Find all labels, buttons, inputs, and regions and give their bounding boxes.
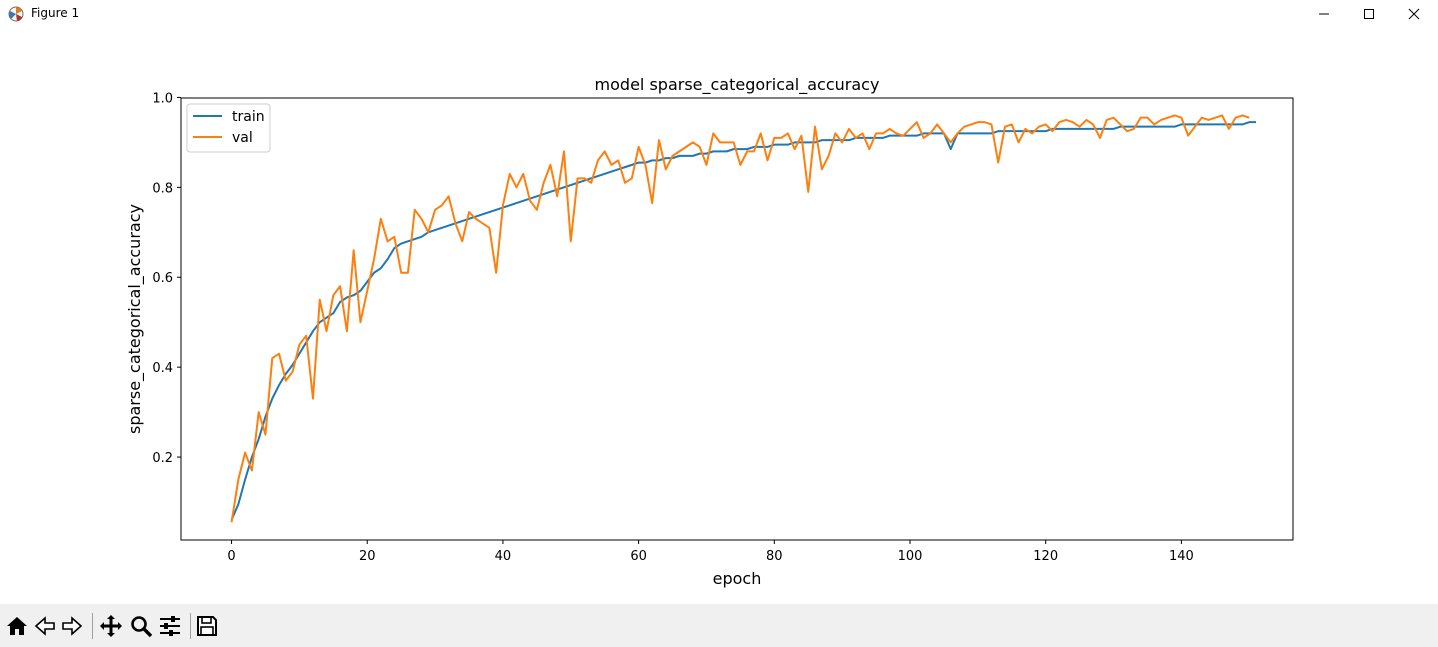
close-button[interactable] [1391, 0, 1437, 28]
toolbar-separator [92, 613, 93, 639]
home-button[interactable] [2, 611, 32, 641]
series-lines [230, 114, 1257, 523]
save-icon [197, 616, 217, 636]
plot-area [180, 97, 1294, 541]
series-val-line [230, 114, 1250, 523]
legend-train-label: train [232, 109, 265, 125]
x-tick-label: 140 [1169, 549, 1194, 564]
forward-icon [62, 616, 83, 636]
y-tick-label: 0.4 [152, 361, 173, 376]
save-button[interactable] [192, 611, 222, 641]
toolbar-separator [190, 613, 191, 639]
pan-button[interactable] [96, 611, 126, 641]
figure-canvas[interactable]: model sparse_categorical_accuracy 0 20 40 6… [0, 28, 1438, 604]
y-tick-label: 0.6 [152, 271, 173, 286]
configure-subplots-button[interactable] [155, 611, 185, 641]
x-tick-label: 120 [1033, 549, 1058, 564]
zoom-button[interactable] [126, 611, 156, 641]
minimize-button[interactable] [1301, 0, 1347, 28]
pan-icon [100, 615, 122, 637]
legend-val-label: val [232, 130, 253, 146]
y-tick-label: 0.2 [152, 451, 173, 466]
x-tick-label: 0 [227, 549, 235, 564]
back-button[interactable] [30, 611, 60, 641]
legend: train val [186, 103, 271, 153]
x-tick-label: 100 [898, 549, 923, 564]
matplotlib-app-icon [8, 6, 24, 22]
configure-subplots-icon [160, 616, 180, 636]
x-tick-label: 40 [495, 549, 512, 564]
home-icon [7, 617, 27, 635]
maximize-icon [1364, 9, 1374, 19]
y-tick-label: 0.8 [152, 181, 173, 196]
back-icon [34, 616, 55, 636]
series-train-line [230, 121, 1257, 521]
y-tick-label: 1.0 [152, 91, 173, 106]
line-chart: model sparse_categorical_accuracy 0 20 40 6… [125, 75, 1294, 588]
x-tick-label: 60 [630, 549, 647, 564]
forward-button[interactable] [57, 611, 87, 641]
navigation-toolbar [0, 604, 1438, 647]
window-title: Figure 1 [31, 6, 80, 20]
window-titlebar: Figure 1 [0, 0, 1438, 28]
zoom-icon [131, 616, 153, 638]
y-axis-label: sparse_categorical_accuracy [125, 204, 145, 434]
y-axis-ticks: 0.2 0.4 0.6 0.8 1.0 [152, 91, 181, 466]
close-icon [1408, 8, 1420, 20]
x-tick-label: 20 [359, 549, 376, 564]
x-axis-ticks: 0 20 40 60 80 100 120 140 [227, 540, 1194, 564]
x-axis-label: epoch [713, 569, 762, 588]
x-tick-label: 80 [766, 549, 783, 564]
maximize-button[interactable] [1346, 0, 1392, 28]
minimize-icon [1319, 13, 1329, 15]
chart-title: model sparse_categorical_accuracy [595, 75, 880, 95]
